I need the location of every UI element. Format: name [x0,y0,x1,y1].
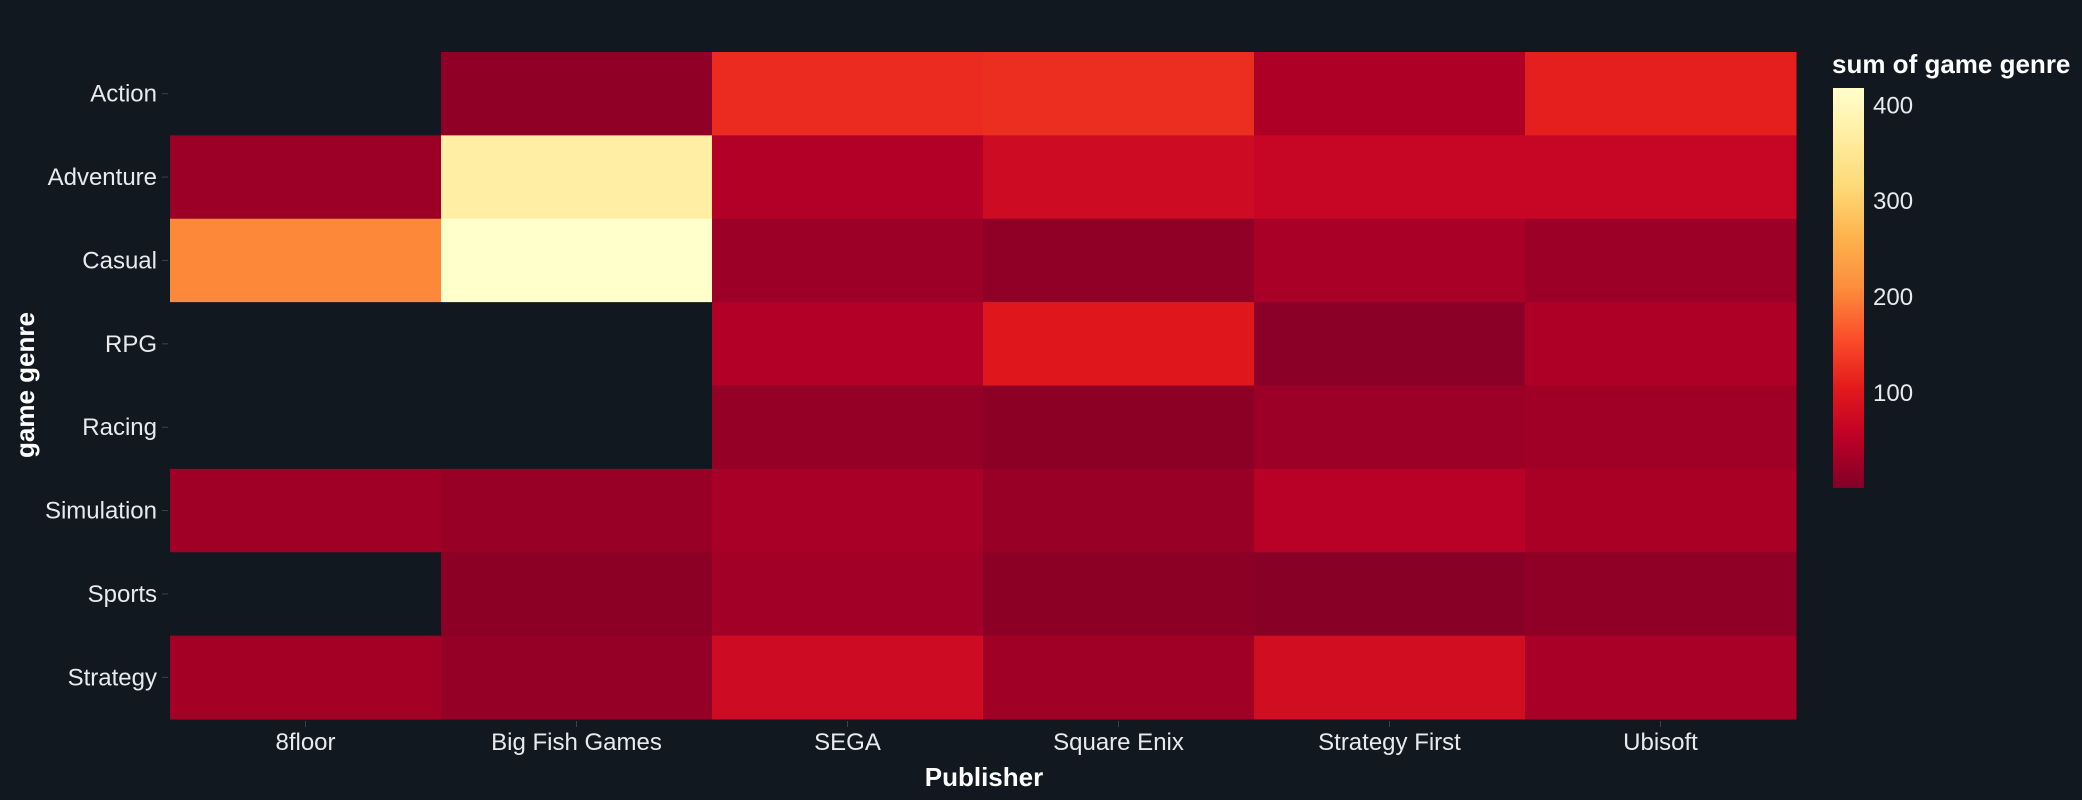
heatmap-cell [983,218,1255,303]
heatmap-cell [712,468,984,553]
heatmap-cell [441,52,713,136]
heatmap-cell [170,468,442,553]
colorbar-tick-label: 300 [1873,188,1913,215]
heatmap-cell [712,635,984,720]
y-tick-label: Simulation [45,498,157,525]
heatmap-cell [1254,635,1526,720]
heatmap-cell [441,218,713,303]
colorbar-tick-label: 400 [1873,92,1913,119]
heatmap-cells [170,52,1797,720]
x-tick-label: 8floor [275,729,335,756]
heatmap-cell [712,385,984,470]
x-tick-label: Strategy First [1318,729,1461,756]
colorbar-tick-label: 100 [1873,380,1913,407]
heatmap-cell [170,302,442,386]
heatmap-cell [983,52,1255,136]
heatmap-cell [712,552,984,637]
heatmap-cell [712,135,984,220]
y-tick-label: Sports [88,581,157,608]
heatmap-cell [1525,52,1797,136]
heatmap-cell [170,135,442,220]
heatmap-cell [170,52,442,136]
heatmap-cell [1525,468,1797,553]
heatmap-cell [170,552,442,637]
colorbar-title: sum of game genre [1832,49,2070,79]
heatmap-cell [1525,302,1797,386]
x-tick-label: Square Enix [1053,729,1184,756]
y-tick-label: Racing [82,414,157,441]
heatmap-cell [1254,385,1526,470]
x-tick-label: Ubisoft [1623,729,1698,756]
x-axis-title: Publisher [925,762,1043,792]
heatmap-cell [983,135,1255,220]
x-tick-label: Big Fish Games [491,729,662,756]
y-tick-label: Adventure [48,164,157,191]
heatmap-cell [1254,218,1526,303]
y-tick-label: Casual [82,247,157,274]
heatmap-cell [441,385,713,470]
heatmap-cell [1254,468,1526,553]
heatmap-cell [441,552,713,637]
heatmap-cell [983,552,1255,637]
heatmap-cell [441,302,713,386]
heatmap-cell [170,635,442,720]
heatmap-cell [1525,135,1797,220]
y-tick-label: RPG [105,331,157,358]
colorbar-tick-label: 200 [1873,284,1913,311]
heatmap-cell [170,385,442,470]
heatmap-cell [1525,385,1797,470]
colorbar-ticks: 100 200 300 400 [1873,92,1913,407]
colorbar [1833,88,1864,488]
heatmap-cell [983,302,1255,386]
y-tick-label: Action [90,81,157,108]
heatmap-cell [441,468,713,553]
heatmap-cell [983,468,1255,553]
heatmap-cell [1525,218,1797,303]
heatmap-cell [441,635,713,720]
y-axis-ticks: Action Adventure Casual RPG Racing Simulation… [45,81,168,691]
heatmap-cell [712,52,984,136]
heatmap-cell [712,302,984,386]
heatmap-cell [1254,52,1526,136]
y-axis-title: game genre [10,312,40,458]
x-tick-label: SEGA [814,729,881,756]
heatmap-cell [1254,302,1526,386]
y-tick-label: Strategy [68,664,157,691]
heatmap-cell [712,218,984,303]
heatmap-cell [1254,135,1526,220]
heatmap-cell [441,135,713,220]
heatmap-cell [1254,552,1526,637]
heatmap-cell [170,218,442,303]
x-axis-ticks: 8floor Big Fish Games SEGA Square Enix Strat… [275,721,1698,756]
heatmap-cell [1525,552,1797,637]
heatmap-cell [983,385,1255,470]
heatmap-cell [1525,635,1797,720]
heatmap-cell [983,635,1255,720]
